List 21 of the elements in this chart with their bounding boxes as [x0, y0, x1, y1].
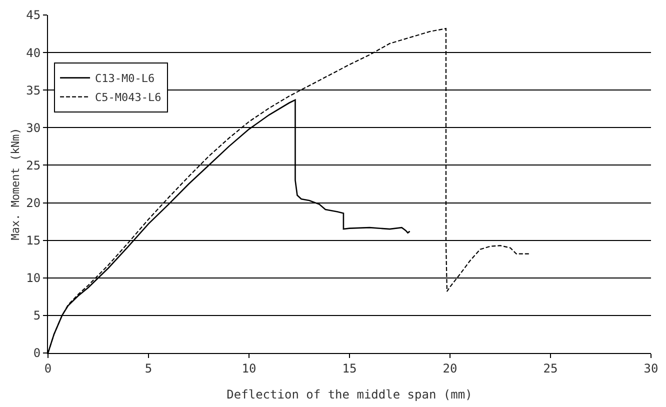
- y-tick-label: 5: [33, 308, 41, 323]
- x-tick-label: 30: [644, 361, 658, 376]
- legend-label: C5-M043-L6: [95, 91, 162, 104]
- x-tick-label: 25: [543, 361, 558, 376]
- y-axis-title: Max. Moment (kNm): [8, 128, 22, 240]
- y-tick-label: 10: [26, 271, 41, 286]
- y-tick-label: 30: [26, 120, 41, 135]
- y-tick-label: 35: [26, 83, 41, 98]
- y-tick-label: 45: [26, 8, 41, 22]
- x-tick-label: 0: [44, 361, 52, 376]
- x-tick-label: 15: [342, 361, 357, 376]
- y-tick-label: 15: [26, 234, 41, 248]
- x-axis-title: Deflection of the middle span (mm): [226, 387, 472, 402]
- y-tick-label: 20: [26, 196, 41, 210]
- y-tick-label: 40: [26, 46, 41, 60]
- legend-label: C13-M0-L6: [95, 72, 155, 86]
- x-tick-label: 20: [442, 361, 458, 376]
- x-tick-label: 10: [242, 361, 256, 376]
- y-tick-label: 25: [26, 158, 41, 172]
- y-tick-label: 0: [33, 346, 41, 360]
- x-tick-label: 5: [144, 361, 152, 376]
